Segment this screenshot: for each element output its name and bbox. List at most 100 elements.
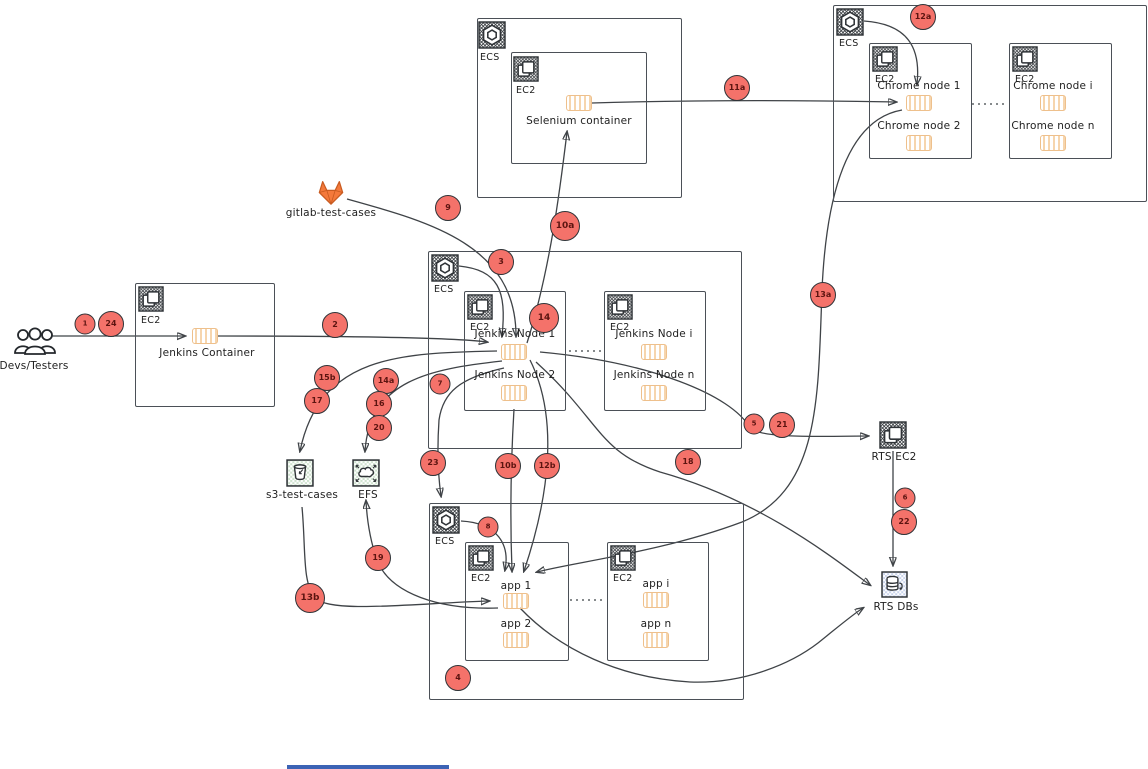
app2-container-icon <box>503 632 529 648</box>
chrome-noden-label: Chrome node n <box>1011 120 1095 132</box>
jenkins-node1-container-icon <box>501 344 527 360</box>
step-badge-19: 19 <box>365 545 391 571</box>
devs-label: Devs/Testers <box>0 360 69 372</box>
step-badge-23: 23 <box>420 450 446 476</box>
ecs-label: ECS <box>434 284 454 295</box>
ec2-label: EC2 <box>471 573 491 584</box>
selenium-ec2-box <box>511 52 647 164</box>
chrome-node1-container-icon <box>906 95 932 111</box>
chrome-ec2-box-left <box>869 43 972 159</box>
ec2-icon <box>872 46 898 72</box>
jenkins-ecs-box <box>428 251 742 449</box>
step-badge-13a: 13a <box>810 282 836 308</box>
efs-label: EFS <box>358 489 378 501</box>
jenkins-ec2-box-left <box>464 291 566 411</box>
step-badge-1: 1 <box>74 313 96 335</box>
step-badge-11a: 11a <box>724 75 750 101</box>
rts-ec2-label: RTS EC2 <box>871 451 917 463</box>
chrome-node2-container-icon <box>906 135 932 151</box>
ec2-icon <box>1012 46 1038 72</box>
apps-ecs-box <box>429 503 744 700</box>
ec2-icon <box>513 56 539 82</box>
appn-container-icon <box>643 632 669 648</box>
jenkins-noden-label: Jenkins Node n <box>613 369 695 381</box>
jenkins-ec2-box-right <box>604 291 706 411</box>
chrome-nodei-label: Chrome node i <box>1013 80 1093 92</box>
ecs-icon <box>478 21 506 49</box>
app1-container-icon <box>503 593 529 609</box>
step-badge-13b: 13b <box>295 583 325 613</box>
step-badge-12b: 12b <box>534 453 560 479</box>
ec2-icon <box>607 294 633 320</box>
efs-icon <box>352 459 380 487</box>
step-badge-7: 7 <box>429 373 451 395</box>
s3-bucket-icon <box>286 459 314 487</box>
chrome-nodei-container-icon <box>1040 95 1066 111</box>
step-badge-12a: 12a <box>910 4 936 30</box>
ec2-label: EC2 <box>613 573 633 584</box>
devs-group-icon <box>14 327 56 355</box>
step-badge-6: 6 <box>894 487 916 509</box>
jenkins-node1-label: Jenkins Node 1 <box>474 328 556 340</box>
ec2-label: EC2 <box>875 74 895 85</box>
apps-ec2-box-left <box>465 542 569 661</box>
app1-label: app 1 <box>500 580 532 592</box>
apps-ec2-box-right <box>607 542 709 661</box>
ecs-label: ECS <box>839 38 859 49</box>
chrome-noden-container-icon <box>1040 135 1066 151</box>
ec2-icon <box>610 545 636 571</box>
step-badge-24: 24 <box>98 311 124 337</box>
step-badge-10a: 10a <box>550 211 580 241</box>
ecs-icon <box>836 8 864 36</box>
s3-label: s3-test-cases <box>265 489 339 501</box>
rts-dbs-label: RTS DBs <box>873 601 919 613</box>
selenium-container-icon <box>566 95 592 111</box>
step-badge-14: 14 <box>529 303 559 333</box>
step-badge-14a: 14a <box>373 368 399 394</box>
appn-label: app n <box>640 618 672 630</box>
jenkins-node2-container-icon <box>501 385 527 401</box>
app2-label: app 2 <box>500 618 532 630</box>
appi-label: app i <box>642 578 670 590</box>
appi-container-icon <box>643 592 669 608</box>
ec2-icon <box>138 286 164 312</box>
step-badge-4: 4 <box>445 665 471 691</box>
jenkins-container-icon <box>192 328 218 344</box>
ec2-icon <box>467 294 493 320</box>
rts-dbs-icon <box>881 571 908 598</box>
step-badge-8: 8 <box>477 516 499 538</box>
ecs-icon <box>432 506 460 534</box>
jenkins-master-ec2-box <box>135 283 275 407</box>
gitlab-label: gitlab-test-cases <box>285 207 377 219</box>
selenium-container-label: Selenium container <box>526 115 632 127</box>
selenium-ecs-box <box>477 18 682 198</box>
step-badge-21: 21 <box>769 412 795 438</box>
ecs-label: ECS <box>480 52 500 63</box>
step-badge-16: 16 <box>366 391 392 417</box>
step-badge-2: 2 <box>322 312 348 338</box>
jenkins-node2-label: Jenkins Node 2 <box>474 369 556 381</box>
ec2-label: EC2 <box>141 315 161 326</box>
jenkins-noden-container-icon <box>641 385 667 401</box>
jenkins-nodei-label: Jenkins Node i <box>615 328 693 340</box>
chrome-ec2-box-right <box>1009 43 1112 159</box>
ec2-label: EC2 <box>470 322 490 333</box>
ec2-label: EC2 <box>610 322 630 333</box>
chrome-ecs-box <box>833 5 1147 202</box>
step-badge-10b: 10b <box>495 453 521 479</box>
step-badge-15b: 15b <box>314 365 340 391</box>
step-badge-3: 3 <box>488 249 514 275</box>
ecs-icon <box>431 254 459 282</box>
ec2-label: EC2 <box>516 85 536 96</box>
ecs-label: ECS <box>435 536 455 547</box>
rts-ec2-icon <box>879 421 907 449</box>
step-badge-17: 17 <box>304 388 330 414</box>
step-badge-20: 20 <box>366 415 392 441</box>
step-badge-9: 9 <box>435 195 461 221</box>
ec2-icon <box>468 545 494 571</box>
ec2-label: EC2 <box>1015 74 1035 85</box>
chrome-node1-label: Chrome node 1 <box>877 80 961 92</box>
step-badge-22: 22 <box>891 509 917 535</box>
bottom-edge-artifact <box>287 765 449 769</box>
